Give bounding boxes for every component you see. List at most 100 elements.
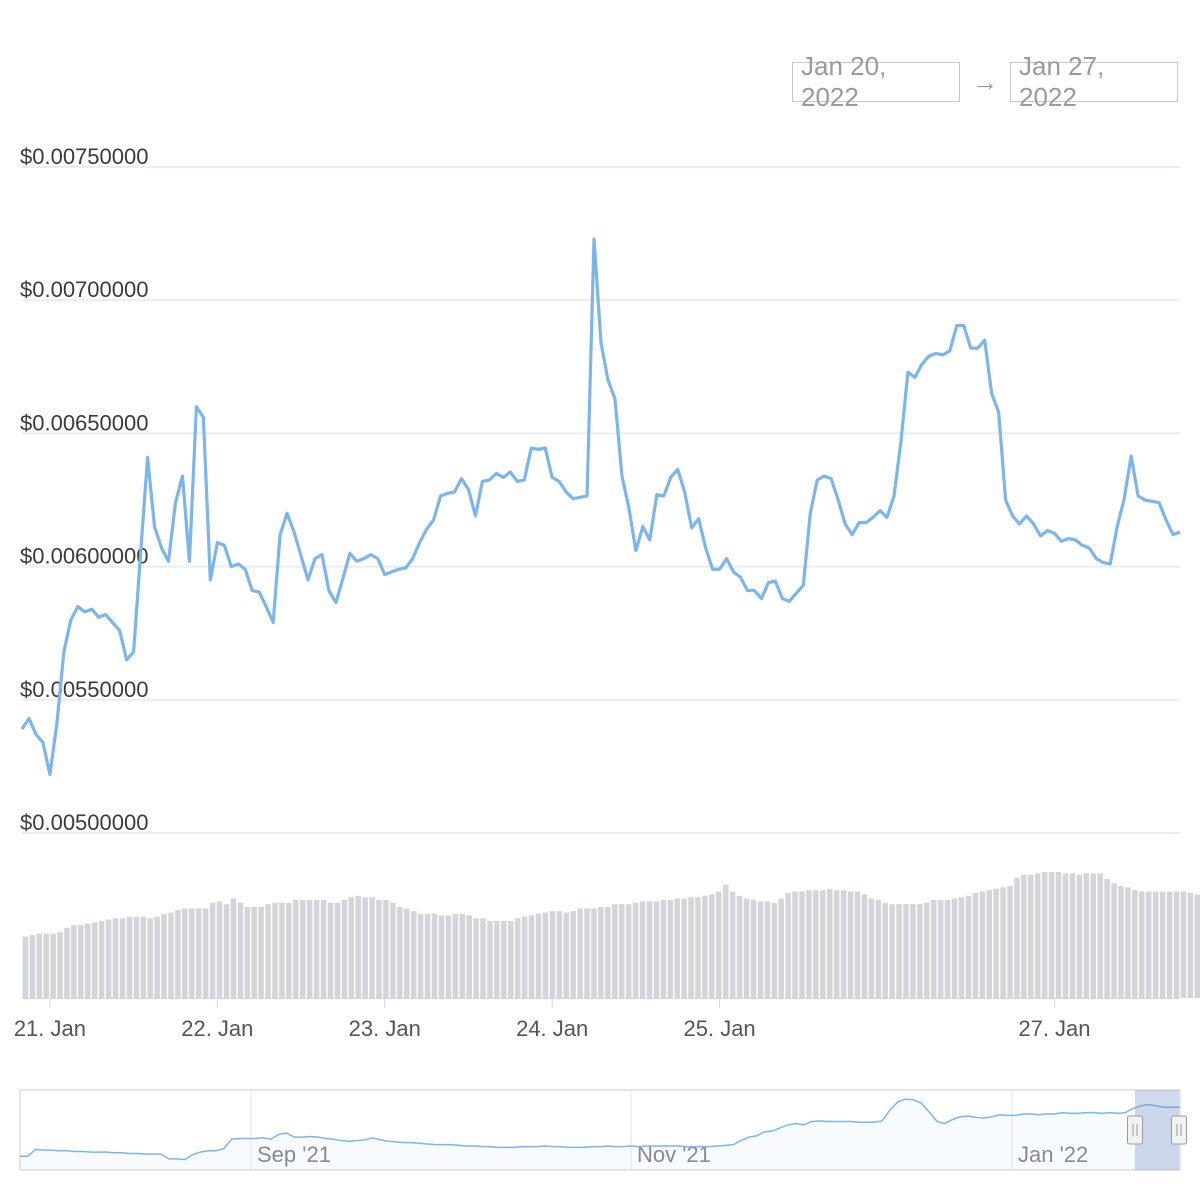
volume-bar (917, 904, 923, 998)
y-tick-label: $0.00750000 (20, 144, 148, 169)
volume-bars (22, 872, 1200, 998)
volume-bar (535, 914, 542, 998)
volume-bar (327, 902, 334, 998)
volume-bar (598, 907, 604, 998)
volume-bar (896, 904, 902, 998)
volume-bar (487, 921, 493, 998)
volume-bar (965, 895, 972, 998)
volume-bar (258, 907, 264, 998)
x-axis: 21. Jan 22. Jan 23. Jan 24. Jan 25. Jan 27. J… (14, 998, 1180, 1041)
price-line (20, 237, 1181, 776)
volume-bar (820, 890, 826, 998)
volume-bar (119, 918, 126, 998)
volume-bar (632, 902, 639, 998)
navigator-handle[interactable] (1171, 1115, 1187, 1145)
grid-lines (22, 166, 1180, 834)
volume-bar (1187, 893, 1194, 998)
volume-bar (1014, 877, 1020, 998)
volume-bar (1028, 874, 1034, 998)
volume-bar (424, 914, 431, 998)
volume-bar (868, 898, 875, 998)
volume-bar (951, 898, 958, 998)
volume-bar (584, 908, 590, 998)
volume-bar (937, 900, 944, 998)
volume-bar (168, 912, 174, 998)
volume-bar (618, 904, 625, 998)
volume-bar (1132, 890, 1138, 998)
volume-bar (722, 884, 729, 998)
volume-bar (736, 895, 743, 998)
volume-bar (1048, 872, 1055, 998)
volume-bar (22, 936, 29, 998)
volume-bar (854, 891, 861, 998)
volume-bar (286, 902, 292, 998)
volume-bar (112, 918, 119, 998)
volume-bar (244, 907, 251, 998)
volume-bar (1194, 894, 1200, 998)
volume-bar (445, 915, 452, 998)
volume-bar (1090, 873, 1096, 998)
volume-bar (140, 916, 147, 998)
volume-bar (480, 918, 486, 998)
volume-bar (1125, 887, 1131, 998)
volume-bar (410, 911, 417, 998)
navigator[interactable]: Sep '21Nov '21Jan '22 (19, 1089, 1187, 1171)
volume-bar (1034, 873, 1041, 998)
volume-bar (216, 901, 223, 998)
volume-bar (521, 916, 528, 998)
volume-bar (182, 908, 188, 998)
volume-bar (1007, 886, 1013, 998)
y-tick-label: $0.00700000 (20, 277, 148, 302)
volume-bar (202, 908, 209, 998)
volume-bar (507, 921, 514, 998)
volume-bar (625, 904, 632, 998)
volume-bar (334, 902, 341, 998)
volume-bar (390, 902, 396, 998)
volume-bar (1083, 873, 1090, 998)
x-tick-label: 24. Jan (516, 1016, 588, 1041)
volume-bar (369, 897, 375, 998)
volume-bar (958, 897, 965, 998)
volume-bar (972, 893, 979, 998)
volume-bar (105, 919, 112, 998)
volume-bar (383, 900, 389, 998)
volume-bar (403, 908, 410, 998)
volume-bar (1062, 873, 1069, 998)
volume-bar (91, 922, 98, 998)
volume-bar (1104, 879, 1110, 998)
volume-bar (660, 900, 667, 998)
volume-bar (570, 911, 576, 998)
volume-bar (729, 891, 736, 998)
volume-bar (882, 902, 888, 998)
volume-bar (930, 900, 937, 998)
x-tick-label: 22. Jan (181, 1016, 253, 1041)
volume-bar (473, 918, 479, 998)
volume-bar (1180, 891, 1187, 998)
volume-bar (889, 904, 895, 998)
volume-bar (764, 901, 771, 998)
y-tick-label: $0.00650000 (20, 410, 148, 435)
volume-bar (910, 904, 916, 998)
volume-bar (743, 898, 750, 998)
volume-bar (840, 890, 847, 998)
volume-bar (501, 921, 507, 998)
volume-bar (702, 895, 708, 998)
navigator-handle[interactable] (1127, 1115, 1143, 1145)
volume-bar (1173, 891, 1180, 998)
volume-bar (320, 900, 327, 998)
volume-bar (667, 900, 673, 998)
volume-bar (1069, 873, 1076, 998)
volume-bar (85, 923, 91, 998)
navigator-frame (19, 1089, 1181, 1171)
volume-bar (1097, 873, 1103, 998)
volume-bar (778, 898, 784, 998)
volume-bar (71, 925, 77, 998)
volume-bar (376, 900, 382, 998)
volume-bar (133, 916, 140, 998)
navigator-area (20, 1099, 1180, 1170)
volume-bar (29, 935, 36, 998)
volume-bar (306, 900, 313, 998)
volume-bar (674, 898, 680, 998)
volume-bar (979, 891, 986, 998)
volume-bar (175, 909, 181, 998)
